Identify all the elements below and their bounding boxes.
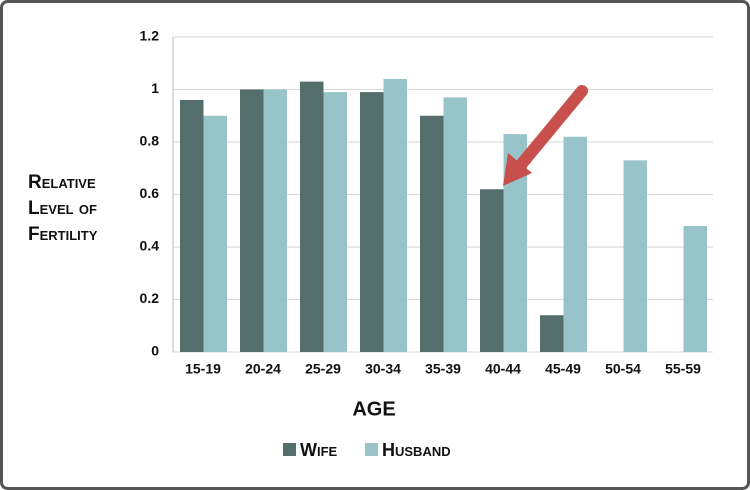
bar [420,115,444,352]
bar [683,226,707,352]
bar [623,160,647,352]
bar [563,136,587,352]
y-axis-label: Level of [28,198,97,219]
x-tick-label: 15-19 [185,361,221,377]
legend-label: Wife [300,440,338,460]
bar [203,115,227,352]
y-tick-label: 1.2 [140,28,160,44]
bar [263,89,287,352]
y-axis-label: Fertility [28,224,98,245]
x-tick-label: 50-54 [605,361,641,377]
y-tick-label: 0.2 [140,290,160,306]
bar [323,92,347,352]
bar [443,97,467,352]
bar [540,315,564,352]
bar [240,89,264,352]
y-tick-label: 1 [151,80,159,96]
legend-swatch [365,443,378,456]
x-tick-label: 35-39 [425,361,461,377]
arrow-head [503,153,532,186]
bar [503,134,527,352]
x-tick-label: 55-59 [665,361,701,377]
y-tick-label: 0.4 [140,238,160,254]
y-tick-label: 0 [151,343,159,359]
x-tick-label: 40-44 [485,361,521,377]
legend-swatch [283,443,296,456]
x-tick-label: 20-24 [245,361,281,377]
x-tick-label: 30-34 [365,361,401,377]
y-axis-label: Relative [28,172,96,193]
x-tick-label: 45-49 [545,361,581,377]
bar [480,189,504,352]
bar [383,79,407,352]
arrow-shaft [514,85,588,172]
x-axis-label: AGE [352,398,395,420]
bar [180,100,204,352]
y-tick-label: 0.8 [140,133,160,149]
bar [360,92,384,352]
y-tick-label: 0.6 [140,185,160,201]
bar [300,81,324,352]
x-tick-label: 25-29 [305,361,341,377]
legend-label: Husband [382,440,451,460]
